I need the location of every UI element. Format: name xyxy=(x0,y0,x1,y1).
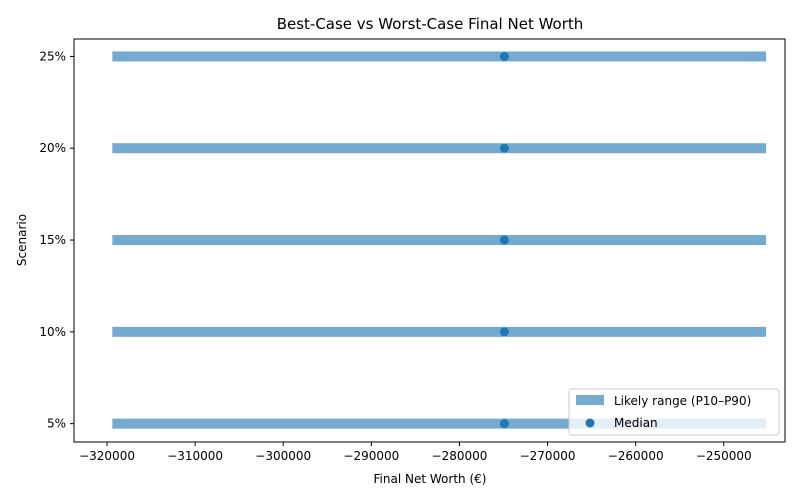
x-tick-label: −320000 xyxy=(79,449,135,463)
range-bar xyxy=(112,143,767,154)
y-tick-label: 5% xyxy=(47,417,66,431)
y-tick-label: 25% xyxy=(39,49,66,63)
range-bar xyxy=(112,51,767,62)
x-tick-label: −310000 xyxy=(167,449,223,463)
range-bar xyxy=(112,326,767,337)
x-tick-label: −270000 xyxy=(520,449,576,463)
y-tick-label: 10% xyxy=(39,325,66,339)
legend-box xyxy=(568,388,780,436)
median-point xyxy=(499,235,509,245)
y-tick-label: 15% xyxy=(39,233,66,247)
x-tick-label: −280000 xyxy=(432,449,488,463)
legend-median-label: Median xyxy=(614,416,658,430)
median-point xyxy=(499,419,509,429)
range-bar xyxy=(112,235,767,246)
x-tick-label: −250000 xyxy=(696,449,752,463)
x-tick-label: −260000 xyxy=(608,449,664,463)
y-axis-label: Scenario xyxy=(15,214,29,266)
chart-title: Best-Case vs Worst-Case Final Net Worth xyxy=(277,15,584,33)
legend: Likely range (P10–P90) Median xyxy=(568,388,780,436)
median-point xyxy=(499,143,509,153)
legend-range-swatch xyxy=(576,395,604,405)
x-axis-label: Final Net Worth (€) xyxy=(374,472,487,486)
range-bar xyxy=(112,418,767,429)
x-tick-label: −290000 xyxy=(343,449,399,463)
median-point xyxy=(499,327,509,337)
legend-median-marker xyxy=(585,418,595,428)
x-tick-label: −300000 xyxy=(255,449,311,463)
legend-range-label: Likely range (P10–P90) xyxy=(614,394,751,408)
median-point xyxy=(499,51,509,61)
y-tick-label: 20% xyxy=(39,141,66,155)
